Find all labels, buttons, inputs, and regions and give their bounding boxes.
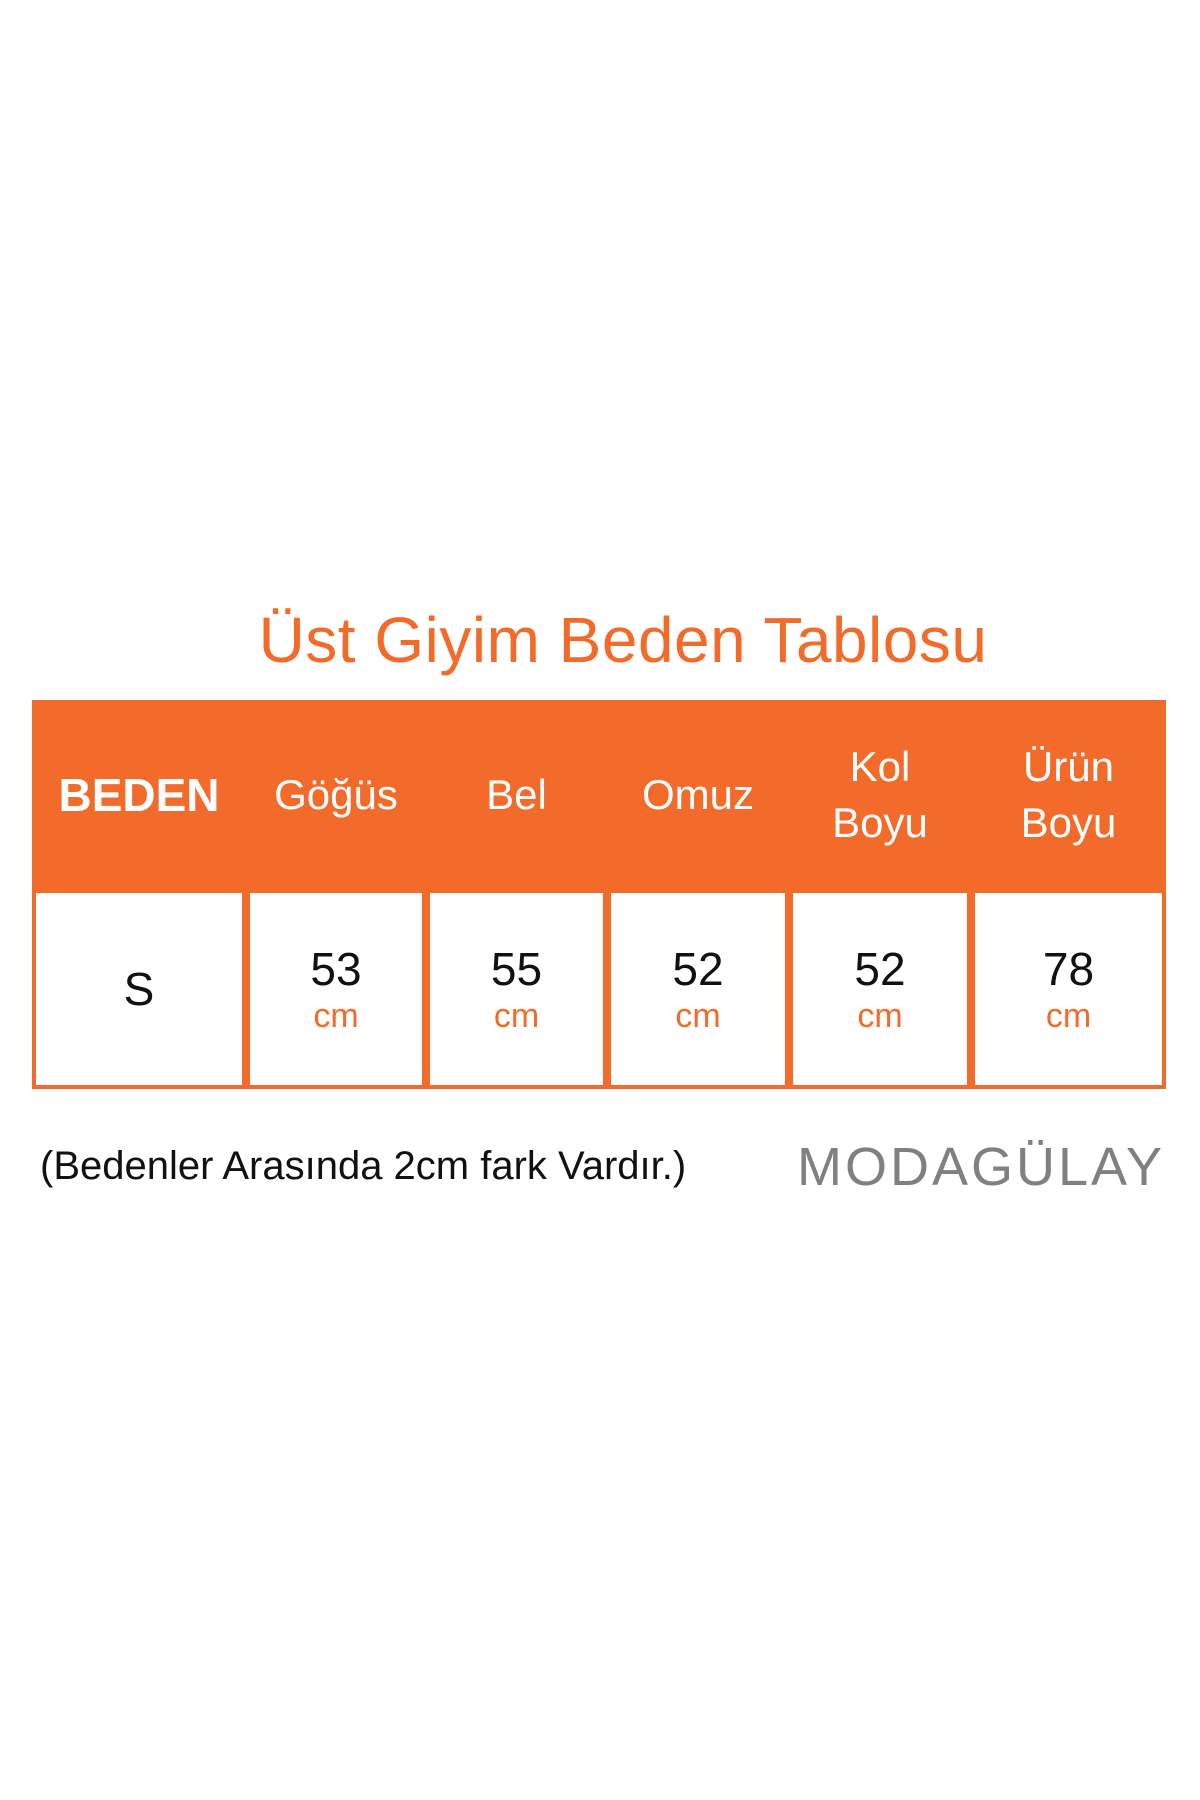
- header-omuz: Omuz: [641, 770, 754, 818]
- header-urun-boyu: Ürün Boyu: [1020, 742, 1117, 846]
- gogus-cell: 53 cm: [250, 893, 422, 1085]
- brand-logo: MODAGÜLAY: [797, 1137, 1166, 1197]
- kol-boyu-value: 52: [854, 943, 906, 995]
- urun-boyu-cell: 78 cm: [975, 893, 1162, 1085]
- unit-label: cm: [313, 997, 359, 1035]
- unit-label: cm: [857, 997, 903, 1035]
- omuz-cell: 52 cm: [611, 893, 785, 1085]
- size-difference-note: (Bedenler Arasında 2cm fark Vardır.): [40, 1144, 687, 1188]
- bel-value: 55: [490, 943, 543, 995]
- kol-boyu-cell: 52 cm: [793, 893, 967, 1085]
- size-value: S: [123, 963, 155, 1015]
- size-cell: S: [36, 893, 242, 1085]
- header-kol-boyu: Kol Boyu: [832, 742, 928, 846]
- page-title: Üst Giyim Beden Tablosu: [258, 604, 988, 676]
- unit-label: cm: [493, 997, 540, 1035]
- urun-boyu-value: 78: [1042, 943, 1095, 995]
- unit-label: cm: [675, 997, 721, 1035]
- omuz-value: 52: [672, 943, 724, 995]
- unit-label: cm: [1045, 997, 1092, 1035]
- header-beden: BEDEN: [58, 768, 220, 821]
- header-gogus: Göğüs: [274, 770, 398, 818]
- size-table: BEDEN Göğüs Bel Omuz Kol Boyu Ürün Boyu …: [32, 700, 1166, 1089]
- bel-cell: 55 cm: [430, 893, 603, 1085]
- header-bel: Bel: [486, 770, 547, 818]
- gogus-value: 53: [310, 943, 362, 995]
